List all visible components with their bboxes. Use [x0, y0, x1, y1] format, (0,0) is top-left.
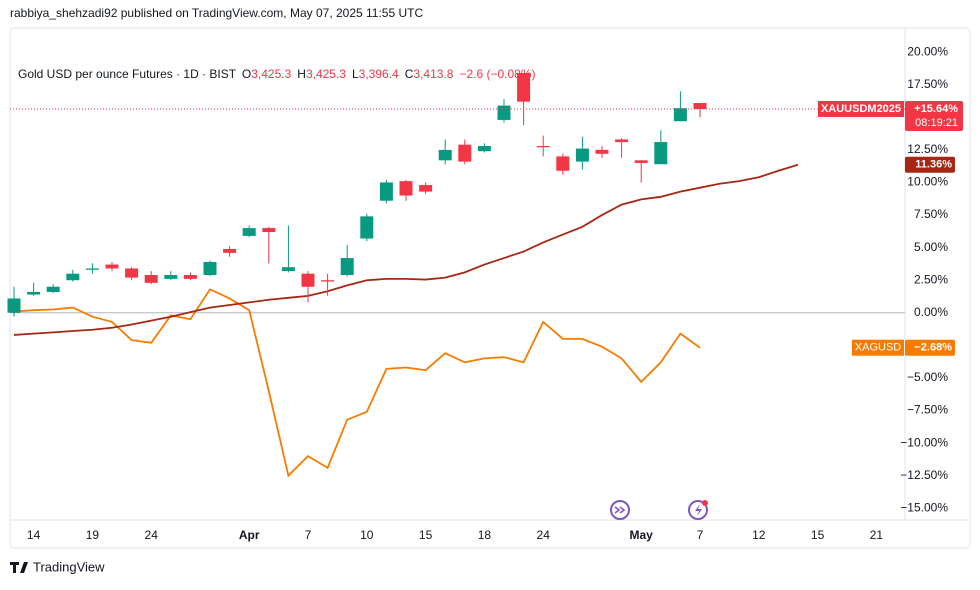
candle-body	[419, 185, 433, 192]
x-tick-label: 21	[870, 528, 884, 542]
candle-body	[125, 268, 139, 278]
series-last-label: 11.36%	[915, 159, 952, 171]
chart-frame	[9, 27, 971, 549]
publisher: rabbiya_shehzadi92 published on TradingV…	[10, 6, 423, 20]
candle-body	[536, 145, 550, 148]
legend-h-key: H	[297, 67, 306, 81]
candle-body	[340, 258, 354, 275]
candle-body	[183, 275, 197, 279]
footer-brand: TradingView	[33, 559, 105, 574]
symbol-name: XAUUSDM2025	[821, 103, 901, 115]
last-price-label: +15.64%	[914, 103, 958, 115]
x-tick-label: 19	[86, 528, 100, 542]
y-tick-label: 12.50%	[907, 142, 948, 156]
x-tick-label: 15	[811, 528, 825, 542]
x-tick-label: 10	[360, 528, 374, 542]
legend-h: 3,425.3	[306, 67, 346, 81]
countdown: 08:19:21	[915, 117, 958, 129]
legend-o: 3,425.3	[251, 67, 291, 81]
y-tick-label: 7.50%	[914, 207, 948, 221]
candle-body	[477, 145, 491, 152]
candle-body	[223, 248, 237, 253]
candle-body	[360, 216, 374, 239]
candle-body	[66, 273, 80, 281]
candle-body	[85, 268, 99, 270]
candle-body	[144, 275, 158, 283]
x-tick-label: 14	[27, 528, 41, 542]
candle-body	[497, 105, 511, 120]
candle-body	[379, 182, 393, 201]
x-tick-label: 24	[145, 528, 159, 542]
event-icon[interactable]	[610, 500, 630, 520]
series-name-badge	[852, 339, 904, 356]
x-tick-label: 7	[305, 528, 312, 542]
x-tick-label: 24	[537, 528, 551, 542]
line-series	[13, 288, 701, 478]
candle-body	[242, 228, 256, 236]
legend: Gold USD per ounce Futures · 1D · BIST O3…	[18, 67, 536, 81]
y-tick-label: 17.50%	[907, 77, 948, 91]
series-name: XAGUSD	[855, 342, 902, 354]
price-label: 11.36%	[905, 156, 955, 173]
x-tick-label: May	[630, 528, 654, 542]
candle-body	[615, 139, 629, 143]
y-tick-label: −10.00%	[900, 435, 948, 449]
candle-body	[262, 228, 276, 232]
y-tick-label: −12.50%	[900, 468, 948, 482]
y-tick-label: −5.00%	[907, 370, 948, 384]
logo	[10, 562, 28, 573]
y-tick-label: −7.50%	[907, 403, 948, 417]
series-last-label: −2.68%	[914, 342, 952, 354]
y-tick-label: 10.00%	[907, 175, 948, 189]
candle-body	[634, 160, 648, 163]
candle-body	[203, 261, 217, 275]
candle-body	[654, 142, 668, 165]
x-tick-label: 12	[752, 528, 766, 542]
candle-body	[46, 286, 60, 292]
candle-body	[438, 149, 452, 161]
line-series	[13, 163, 799, 336]
last-price-badge	[905, 100, 963, 131]
candle-body	[321, 280, 335, 282]
candle-body	[595, 149, 609, 154]
y-tick-label: 20.00%	[907, 44, 948, 58]
legend-change: −2.6 (−0.08%)	[459, 67, 535, 81]
candle-body	[673, 108, 687, 122]
candle-body	[575, 148, 589, 162]
x-tick-label: Apr	[239, 528, 260, 542]
candle-body	[399, 181, 413, 196]
y-tick-label: 0.00%	[914, 305, 948, 319]
series-last-badge	[905, 156, 955, 173]
candle-body	[27, 291, 41, 295]
candle-body	[281, 267, 295, 272]
candle-body	[458, 144, 472, 162]
candle-body	[164, 275, 178, 279]
y-tick-label: −15.00%	[900, 500, 948, 514]
event-icon[interactable]	[688, 500, 708, 520]
candle-body	[556, 156, 570, 171]
legend-l: 3,396.4	[359, 67, 399, 81]
series-last-badge	[905, 339, 955, 356]
x-tick-label: 15	[419, 528, 433, 542]
symbol-badge	[818, 100, 904, 117]
y-tick-label: 5.00%	[914, 240, 948, 254]
legend-o-key: O	[242, 67, 251, 81]
candle-body	[7, 298, 21, 313]
legend-c: 3,413.8	[413, 67, 453, 81]
candle-body	[693, 102, 707, 109]
candle-body	[301, 273, 315, 287]
legend-c-key: C	[405, 67, 414, 81]
price-label: XAGUSD −2.68%	[852, 339, 955, 356]
legend-l-key: L	[352, 67, 359, 81]
legend-symbol: Gold USD per ounce Futures · 1D · BIST	[18, 67, 237, 81]
x-tick-label: 18	[478, 528, 492, 542]
candle-body	[105, 264, 119, 269]
y-tick-label: 2.50%	[914, 272, 948, 286]
candle-body	[517, 73, 531, 102]
x-tick-label: 7	[697, 528, 704, 542]
